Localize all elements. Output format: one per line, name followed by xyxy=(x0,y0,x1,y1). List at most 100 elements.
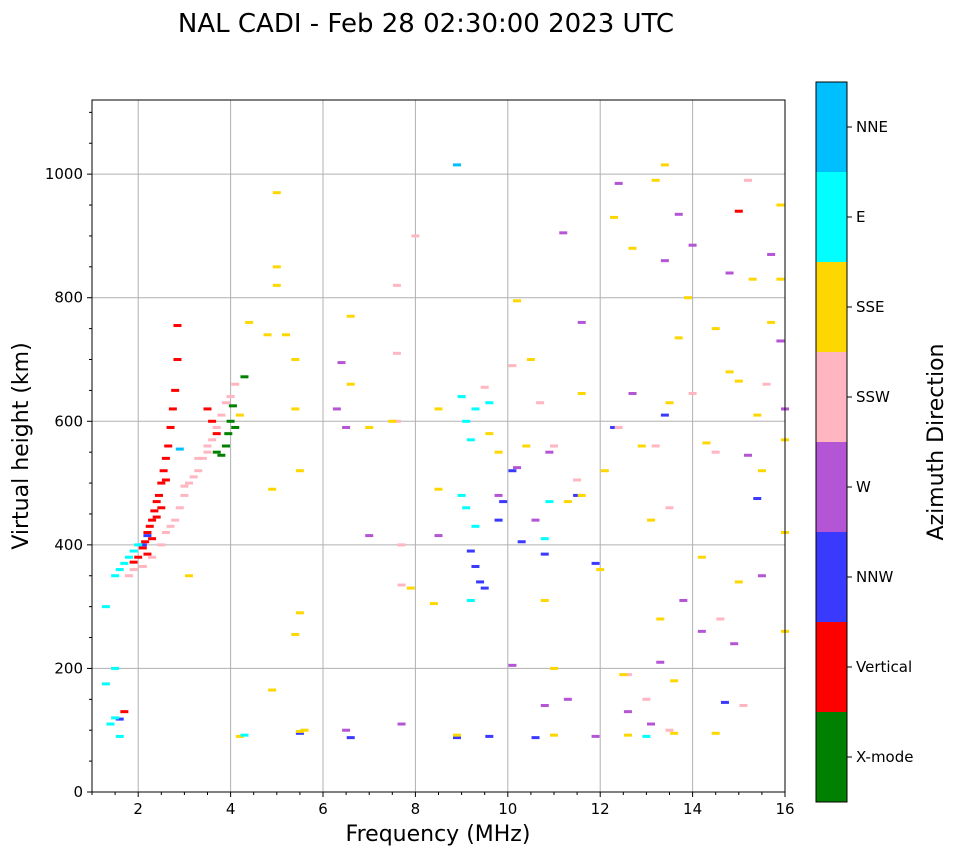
data-point-vertical xyxy=(143,531,152,534)
data-point-ssw xyxy=(651,444,660,448)
data-point-e xyxy=(642,734,651,738)
colorbar-label-sse: SSE xyxy=(856,298,885,316)
data-point-sse xyxy=(263,333,272,337)
data-point-vertical xyxy=(143,552,152,556)
data-point-e xyxy=(471,524,480,528)
data-point-ssw xyxy=(166,524,175,528)
data-point-vertical xyxy=(166,425,175,429)
data-point-sse xyxy=(295,469,304,473)
data-point-sse xyxy=(513,299,522,303)
colorbar-swatch xyxy=(816,352,847,442)
data-point-ssw xyxy=(508,364,517,368)
data-point-sse xyxy=(365,425,374,429)
data-point-ssw xyxy=(536,401,545,405)
data-point-w xyxy=(725,271,734,275)
data-point-e xyxy=(240,733,249,737)
data-point-e xyxy=(457,493,466,497)
x-tick-label: 8 xyxy=(411,800,421,818)
chart-title: NAL CADI - Feb 28 02:30:00 2023 UTC xyxy=(178,9,674,39)
data-point-x-mode xyxy=(212,450,221,454)
data-point-e xyxy=(124,555,133,559)
data-point-sse xyxy=(637,444,646,448)
data-point-sse xyxy=(550,733,558,737)
data-point-w xyxy=(591,734,600,738)
data-point-e xyxy=(540,537,549,541)
data-point-nnw xyxy=(591,561,600,565)
data-point-sse xyxy=(674,336,683,340)
data-point-ssw xyxy=(138,564,147,568)
data-point-sse xyxy=(753,413,762,417)
data-point-ssw xyxy=(157,543,166,547)
data-point-ssw xyxy=(665,506,674,510)
data-point-sse xyxy=(540,598,549,602)
data-point-sse xyxy=(291,632,300,636)
data-point-vertical xyxy=(154,493,163,497)
data-point-ssw xyxy=(217,413,226,417)
data-point-sse xyxy=(577,493,586,497)
data-point-sse xyxy=(295,611,304,615)
data-point-nnw xyxy=(540,552,549,556)
colorbar-label-e: E xyxy=(856,208,865,226)
data-point-w xyxy=(660,259,669,263)
data-point-sse xyxy=(268,688,277,692)
data-point-w xyxy=(508,663,517,667)
data-point-nnw xyxy=(494,518,503,522)
colorbar-label-vertical: Vertical xyxy=(856,658,912,676)
data-point-e xyxy=(115,568,124,572)
data-point-sse xyxy=(291,358,300,361)
data-point-ssw xyxy=(623,673,632,677)
colorbar-swatch xyxy=(816,442,847,532)
data-point-sse xyxy=(268,487,277,491)
data-point-sse xyxy=(596,568,605,572)
data-point-ssw xyxy=(397,543,406,547)
data-point-w xyxy=(540,704,549,707)
data-point-ssw xyxy=(221,401,230,405)
data-point-sse xyxy=(665,401,674,405)
data-point-nne xyxy=(452,163,461,167)
y-tick-label: 400 xyxy=(54,536,83,554)
data-point-w xyxy=(365,534,374,538)
grid-lines xyxy=(92,100,786,793)
data-point-sse xyxy=(623,733,632,737)
data-point-e xyxy=(545,500,554,504)
data-point-e xyxy=(101,605,110,609)
plot-frame xyxy=(91,99,786,793)
data-point-sse xyxy=(272,191,281,195)
data-point-nnw xyxy=(476,580,485,584)
data-point-sse xyxy=(647,518,656,522)
data-point-sse xyxy=(600,469,609,473)
data-point-ssw xyxy=(392,283,401,287)
data-point-sse xyxy=(767,320,776,324)
data-point-w xyxy=(757,574,766,578)
data-point-vertical xyxy=(203,407,212,411)
data-point-sse xyxy=(295,729,304,733)
data-point-sse xyxy=(388,419,397,423)
x-tick-label: 2 xyxy=(133,800,143,818)
colorbar-swatch xyxy=(816,712,847,802)
data-point-ssw xyxy=(203,444,212,448)
data-point-e xyxy=(457,395,466,399)
data-point-nne xyxy=(175,447,184,451)
data-point-w xyxy=(531,518,540,522)
data-point-w xyxy=(434,534,443,538)
data-point-sse xyxy=(776,277,785,281)
data-point-ssw xyxy=(175,506,184,510)
data-point-sse xyxy=(776,203,785,207)
colorbar-label-x-mode: X-mode xyxy=(856,748,913,766)
data-points xyxy=(101,163,789,740)
data-point-vertical xyxy=(129,560,138,564)
data-point-sse xyxy=(429,602,438,606)
colorbar-swatch xyxy=(816,532,847,622)
data-point-sse xyxy=(291,407,300,411)
data-point-vertical xyxy=(161,456,170,460)
data-point-sse xyxy=(725,370,734,374)
x-tick-label: 4 xyxy=(226,800,236,818)
data-point-sse xyxy=(577,391,586,395)
data-point-ssw xyxy=(226,395,235,399)
data-point-vertical xyxy=(148,518,157,522)
data-point-e xyxy=(466,438,475,442)
data-point-w xyxy=(744,453,753,457)
data-point-nnw xyxy=(485,734,494,738)
data-point-sse xyxy=(670,731,679,735)
data-point-nnw xyxy=(753,497,762,501)
